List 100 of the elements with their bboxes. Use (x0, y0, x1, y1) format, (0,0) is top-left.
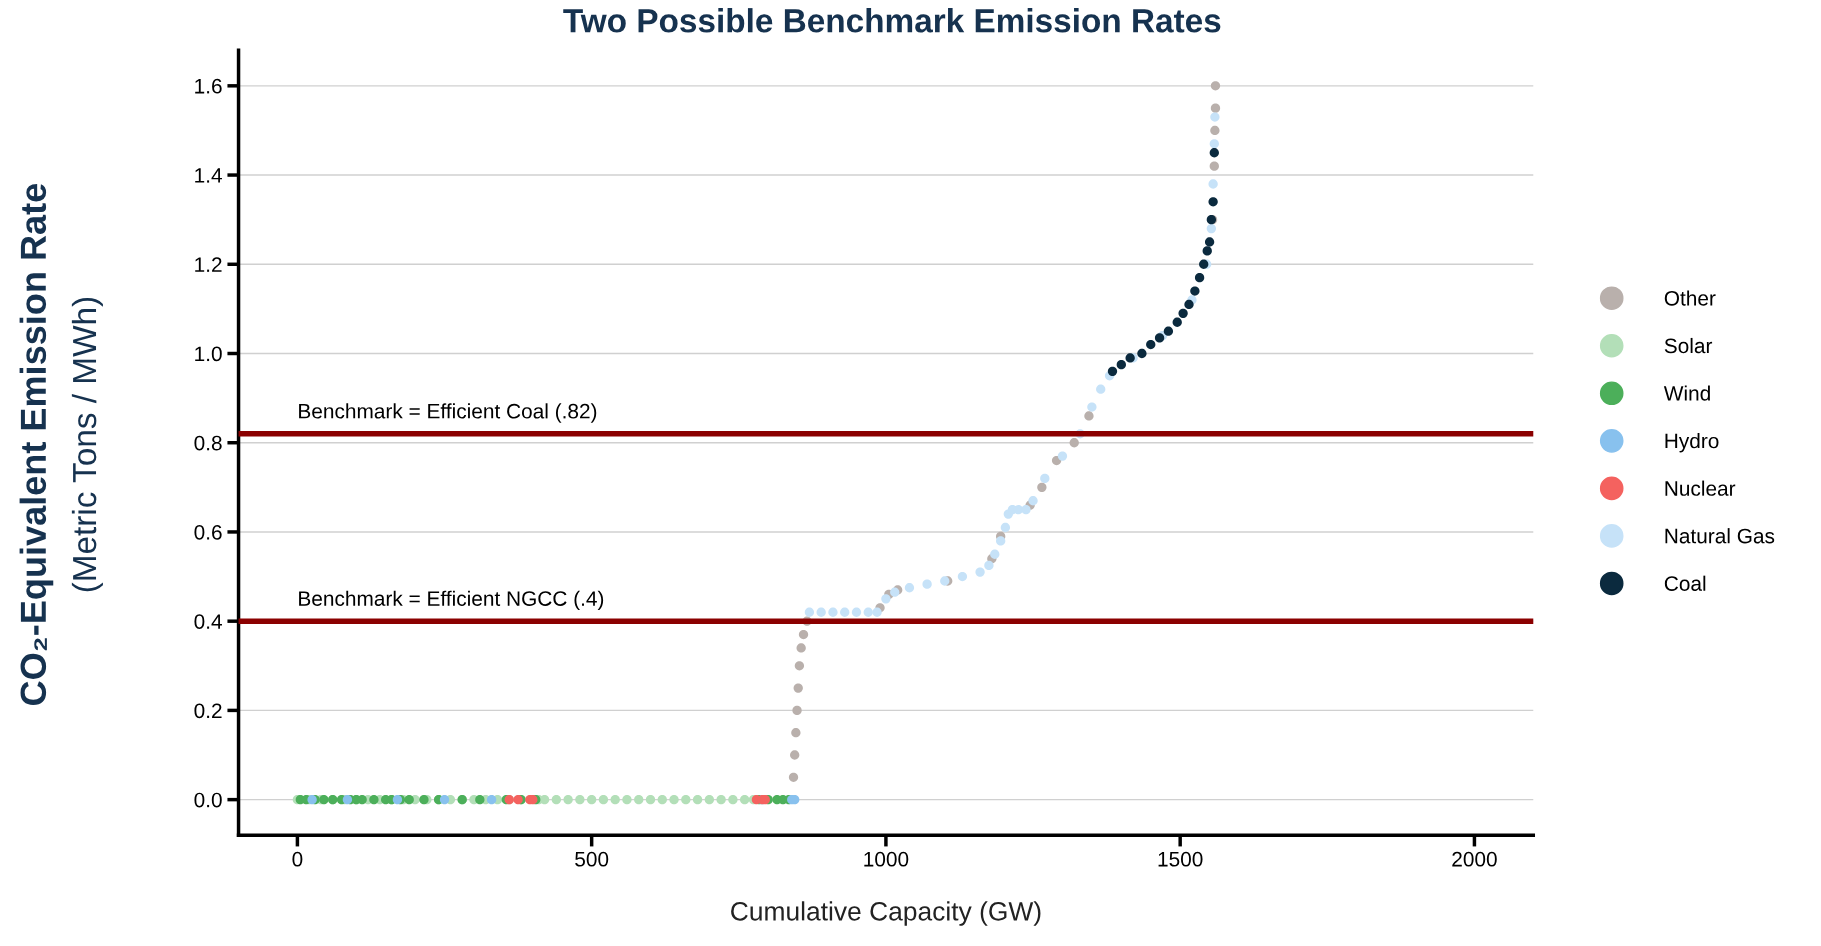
point (610, 794, 620, 805)
point (692, 794, 703, 805)
x-tick-label: 1000 (864, 851, 909, 867)
y-tick-label: 1.4 (195, 168, 222, 183)
point (1163, 326, 1174, 336)
point (563, 794, 573, 805)
point (975, 567, 985, 577)
point (957, 571, 968, 582)
point (1208, 197, 1218, 207)
y-tick-label: 0.0 (194, 792, 222, 808)
point (575, 794, 585, 805)
point (863, 607, 873, 617)
x-tick-label: 1500 (1158, 851, 1203, 867)
point (681, 794, 691, 805)
point (790, 750, 800, 760)
point (657, 794, 667, 805)
legend-label: Coal (1664, 575, 1706, 591)
point (1087, 402, 1097, 412)
point (792, 705, 802, 716)
point (984, 560, 994, 571)
legend-label: Natural Gas (1665, 528, 1775, 544)
point (1210, 81, 1221, 91)
point (669, 794, 679, 805)
point (796, 643, 806, 653)
point (1210, 103, 1221, 113)
point (996, 536, 1006, 546)
point (990, 549, 1000, 559)
point (369, 794, 379, 805)
ref-line-label: Benchmark = Efficient NGCC (.4) (299, 590, 604, 611)
legend-label: Wind (1663, 385, 1710, 401)
point (1146, 339, 1156, 350)
point (634, 794, 644, 805)
point (791, 728, 801, 738)
point (486, 794, 497, 805)
point (1040, 473, 1050, 484)
y-tick-label: 1.6 (195, 78, 222, 94)
point (840, 607, 850, 617)
point (1209, 148, 1219, 158)
x-tick-label: 500 (575, 851, 609, 867)
point (804, 607, 815, 617)
point (716, 794, 726, 805)
legend-label: Solar (1664, 337, 1713, 354)
point (1202, 246, 1212, 256)
point (904, 583, 915, 593)
point (1172, 317, 1182, 327)
y-tick-label: 1.2 (195, 257, 222, 272)
point (1084, 411, 1094, 421)
point (1184, 299, 1194, 310)
x-tick-label: 0 (292, 851, 303, 867)
point (1069, 438, 1079, 448)
y-tick-label: 0.4 (194, 614, 222, 629)
point (1137, 348, 1147, 359)
point (704, 794, 715, 805)
y-tick-label: 0.8 (194, 435, 222, 451)
point (922, 579, 932, 589)
legend-label: Hydro (1665, 433, 1719, 453)
point (1178, 308, 1188, 319)
point (1210, 112, 1220, 122)
point (788, 772, 799, 782)
x-axis-title: Cumulative Capacity (GW) (731, 901, 1041, 926)
point (1204, 237, 1215, 247)
point (1210, 125, 1220, 136)
point (551, 794, 562, 805)
point (740, 794, 750, 805)
chart-title: Two Possible Benchmark Emission Rates (563, 8, 1221, 33)
legend-label: Other (1664, 290, 1716, 306)
point (1057, 451, 1068, 461)
y-tick-label: 1.0 (195, 346, 222, 362)
y-tick-label: 0.6 (194, 524, 222, 540)
point (728, 794, 738, 805)
point (1096, 384, 1106, 394)
point (1209, 139, 1219, 149)
point (622, 794, 632, 805)
point (1194, 273, 1205, 283)
point (1190, 286, 1200, 296)
ref-line-label: Benchmark = Efficient Coal (.82) (299, 403, 597, 423)
y-tick-label: 0.2 (194, 703, 222, 719)
point (1021, 504, 1031, 515)
point (1208, 179, 1218, 189)
point (798, 629, 809, 640)
point (872, 607, 882, 617)
point (1116, 360, 1126, 370)
point (1209, 161, 1219, 171)
point (794, 661, 805, 671)
legend-label: Nuclear (1665, 480, 1736, 496)
point (816, 607, 826, 617)
point (1051, 455, 1062, 466)
point (1028, 496, 1038, 506)
point (793, 683, 803, 693)
point (439, 794, 450, 805)
point (828, 607, 838, 617)
point (851, 607, 862, 617)
point (881, 594, 891, 604)
point (1206, 223, 1217, 234)
point (475, 794, 485, 805)
y-axis-title: CO₂-Equivalent Emission Rate (Metric Tons / MWh) (19, 183, 103, 705)
point (1000, 522, 1011, 533)
x-tick-label: 2000 (1452, 851, 1497, 867)
point (1107, 366, 1118, 377)
point (1037, 482, 1047, 492)
